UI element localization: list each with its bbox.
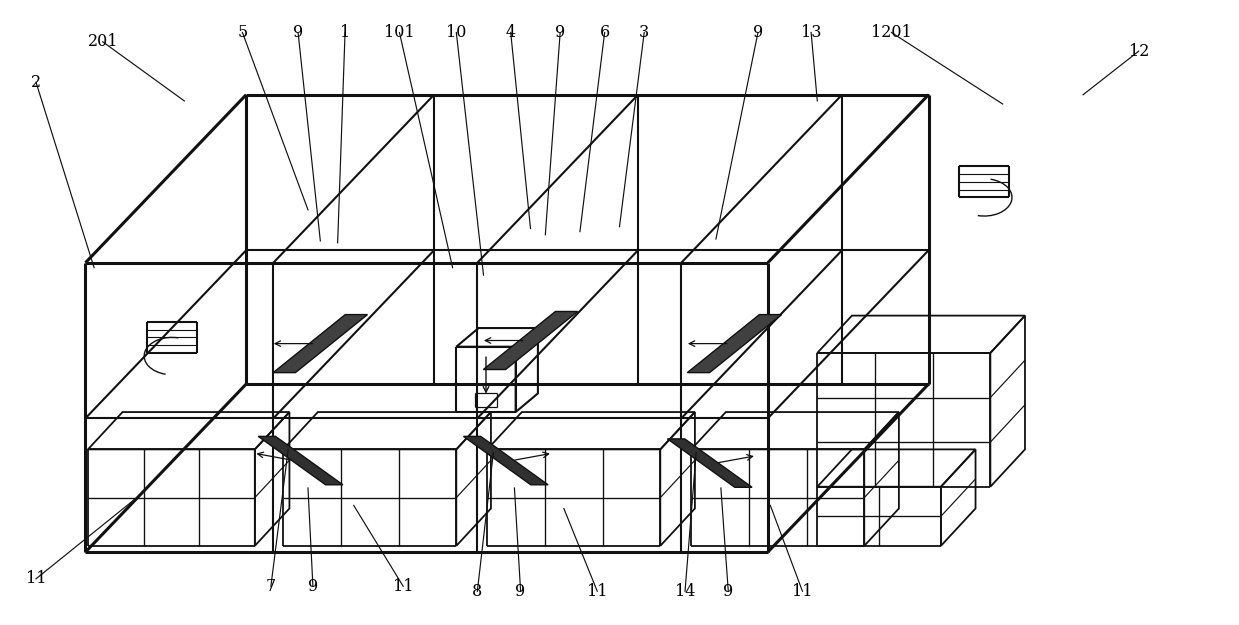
- Text: 201: 201: [88, 33, 118, 51]
- Polygon shape: [668, 439, 752, 488]
- Text: 11: 11: [792, 582, 813, 600]
- Polygon shape: [688, 314, 782, 372]
- Text: 9: 9: [753, 24, 763, 41]
- Text: 3: 3: [639, 24, 649, 41]
- Text: 1201: 1201: [871, 24, 912, 41]
- Text: 11: 11: [393, 578, 414, 595]
- Text: 9: 9: [515, 582, 525, 600]
- Text: 11: 11: [587, 582, 607, 600]
- Text: 6: 6: [600, 24, 610, 41]
- Text: 9: 9: [724, 582, 733, 600]
- Text: 10: 10: [446, 24, 467, 41]
- Text: 7: 7: [265, 578, 276, 595]
- Text: 4: 4: [506, 24, 515, 41]
- Text: 5: 5: [238, 24, 248, 41]
- Text: 9: 9: [555, 24, 565, 41]
- Polygon shape: [273, 314, 368, 372]
- Text: 14: 14: [675, 582, 695, 600]
- Text: 13: 13: [800, 24, 821, 41]
- Text: 2: 2: [31, 74, 41, 91]
- Text: 9: 9: [292, 24, 304, 41]
- Text: 1: 1: [339, 24, 351, 41]
- Text: 11: 11: [26, 570, 46, 588]
- Polygon shape: [258, 436, 343, 485]
- Text: 101: 101: [384, 24, 415, 41]
- Polygon shape: [463, 436, 548, 485]
- Polygon shape: [483, 311, 577, 369]
- Text: 8: 8: [472, 582, 482, 600]
- Text: 12: 12: [1129, 42, 1149, 59]
- Text: 9: 9: [307, 578, 318, 595]
